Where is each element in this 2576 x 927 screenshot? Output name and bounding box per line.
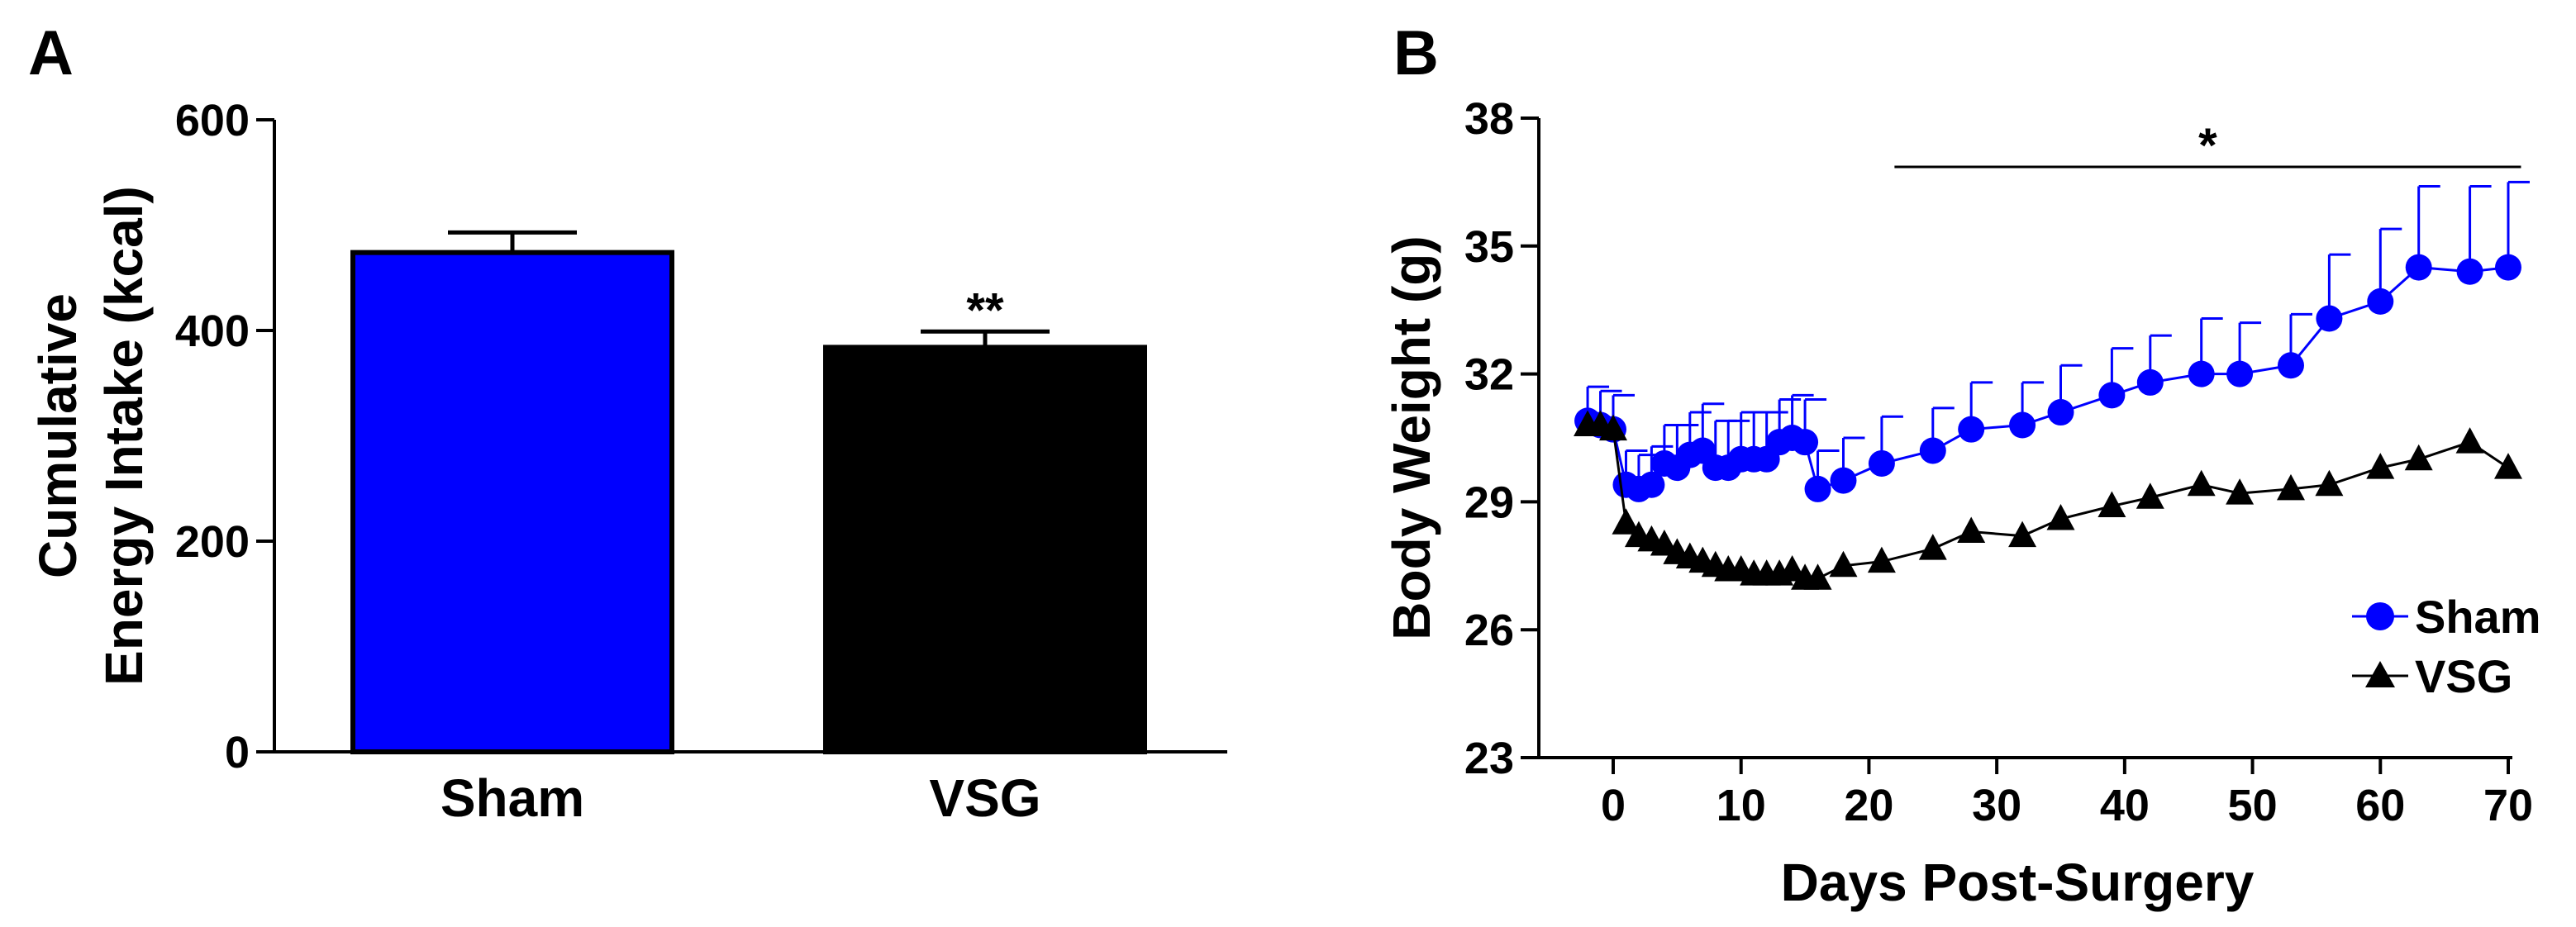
panel-b-axes: 23 26 29 32 35 38 0 10 20 30 40 50 60 70 Days Post-Sur… [1382, 94, 2533, 912]
data-point [2136, 368, 2164, 396]
significance-marker: ** [966, 283, 1004, 337]
data-point [1612, 508, 1640, 535]
y-tick-label: 35 [1464, 222, 1514, 272]
x-tick-label: 60 [2355, 781, 2405, 830]
panel-a-y-axis-title: Cumulative Energy Intake (kcal) [28, 186, 154, 686]
panel-label-a: A [28, 18, 74, 88]
legend-item-vsg: VSG [2352, 650, 2512, 702]
data-point [2187, 469, 2216, 497]
x-tick-label: 0 [1601, 781, 1626, 830]
panel-b-significance: * [1894, 119, 2521, 173]
x-tick-label: 70 [2483, 781, 2533, 830]
data-point [2226, 478, 2255, 505]
x-tick-label: 30 [1972, 781, 2021, 830]
data-point [2276, 473, 2305, 501]
y-tick-label: 400 [175, 307, 250, 356]
bar-vsg [823, 345, 1147, 754]
y-tick-label: 32 [1464, 350, 1514, 400]
y-axis-title: Body Weight (g) [1382, 235, 1441, 639]
data-point [1830, 467, 1857, 494]
panel-b-line-chart: B 23 26 29 32 35 38 0 10 20 30 40 50 60 70 Days Post-S… [1382, 18, 2541, 912]
data-point [1957, 516, 1986, 544]
y-tick-label: 29 [1464, 478, 1514, 527]
data-point [1599, 414, 1627, 441]
series-line [1588, 424, 2509, 580]
panel-a-bars: ** [350, 230, 1147, 754]
bar-sham [350, 250, 674, 754]
legend-label: VSG [2415, 650, 2512, 702]
data-point [2366, 453, 2395, 479]
x-tick-label: 20 [1844, 781, 1893, 830]
data-point [2098, 382, 2126, 409]
data-point [2404, 444, 2433, 471]
data-point [2494, 453, 2522, 479]
y-tick-label: 200 [175, 517, 250, 567]
data-point [1919, 437, 1946, 464]
data-point [2097, 491, 2126, 518]
legend-marker [2366, 602, 2394, 630]
y-tick-label: 600 [175, 96, 250, 145]
data-point [2046, 504, 2075, 530]
data-point [2188, 360, 2215, 387]
data-point [1958, 416, 1985, 443]
data-point [1868, 449, 1895, 477]
data-point [2495, 254, 2521, 281]
data-point [2009, 411, 2036, 439]
data-point [2136, 483, 2164, 509]
y-tick-label: 26 [1464, 606, 1514, 655]
x-axis-title: Days Post-Surgery [1781, 853, 2255, 912]
data-point [2455, 427, 2484, 454]
y-axis-title-line: Energy Intake (kcal) [94, 186, 154, 686]
data-point [2405, 254, 2432, 281]
y-tick-label: 23 [1464, 734, 1514, 783]
panel-a-x-axis: Sham VSG [274, 750, 1227, 828]
data-point [2277, 352, 2304, 379]
panel-a-bar-chart: A Cumulative Energy Intake (kcal) 0 200 400… [28, 18, 1227, 828]
x-tick-label: 10 [1717, 781, 1766, 830]
panel-b-series [1574, 180, 2530, 590]
panel-label-b: B [1393, 18, 1439, 88]
data-point [2456, 258, 2483, 285]
panel-a-y-axis: 0 200 400 600 [175, 96, 276, 777]
data-point [1918, 534, 1947, 560]
panel-b-legend: Sham VSG [2352, 591, 2541, 702]
series-vsg [1574, 410, 2522, 590]
legend-marker [2365, 661, 2395, 687]
data-point [2226, 360, 2254, 387]
legend-label: Sham [2415, 591, 2541, 643]
x-category-label: Sham [440, 768, 584, 828]
series-sham [1574, 180, 2530, 502]
x-tick-label: 40 [2100, 781, 2150, 830]
data-point [1867, 546, 1896, 573]
x-tick-label: 50 [2228, 781, 2278, 830]
data-point [2367, 288, 2394, 315]
y-axis-title-line: Cumulative [28, 293, 88, 578]
data-point [1638, 471, 1665, 498]
x-category-label: VSG [929, 768, 1040, 828]
y-tick-label: 38 [1464, 94, 1514, 144]
y-tick-label: 0 [225, 728, 250, 777]
data-point [1804, 475, 1831, 502]
data-point [1792, 429, 1819, 456]
data-point [2008, 521, 2037, 548]
significance-marker: * [2198, 119, 2217, 173]
data-point [1829, 550, 1858, 578]
data-point [2315, 469, 2344, 497]
data-point [2047, 399, 2074, 426]
data-point [1803, 563, 1832, 590]
data-point [2316, 305, 2343, 332]
legend-item-sham: Sham [2352, 591, 2541, 643]
